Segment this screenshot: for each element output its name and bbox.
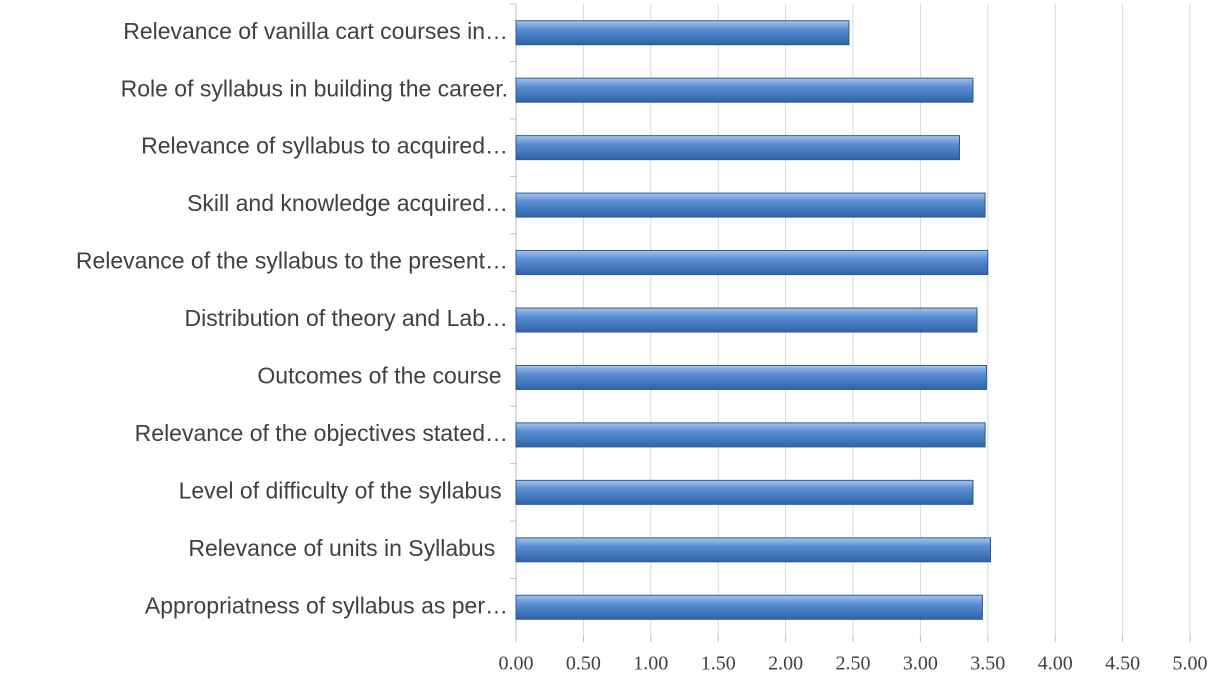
x-tick-label: 4.50 [1105,653,1140,675]
y-tick-label: Relevance of the objectives stated… [135,420,508,446]
bar [515,20,850,46]
bar [515,135,960,161]
x-tick-label: 1.00 [633,653,668,675]
y-tick-label: Relevance of units in Syllabus [188,535,508,561]
y-tick-label: Relevance of vanilla cart courses in… [123,18,508,44]
x-tick-label: 3.50 [970,653,1005,675]
y-tick-label: Relevance of the syllabus to the present… [76,248,508,274]
x-tick-label: 1.50 [701,653,736,675]
x-tick-label: 5.00 [1173,653,1208,675]
y-tick-label: Skill and knowledge acquired… [187,190,508,216]
x-tick-label: 4.00 [1038,653,1073,675]
y-tick-label: Distribution of theory and Lab… [185,305,508,331]
x-tick-label: 0.00 [499,653,534,675]
x-tick-label: 2.00 [768,653,803,675]
bar [515,364,987,390]
x-tick-label: 0.50 [566,653,601,675]
bar [515,537,991,563]
bar [515,422,986,448]
bar [515,77,974,103]
x-tick-label: 3.00 [903,653,938,675]
bar [515,479,974,505]
y-tick-label: Outcomes of the course [257,363,508,389]
bar [515,307,978,333]
bar [515,594,983,620]
x-tick-label: 2.50 [836,653,871,675]
bar [515,192,986,218]
bar [515,250,989,276]
y-tick-label: Relevance of syllabus to acquired… [141,133,508,159]
y-tick-label: Role of syllabus in building the career. [121,75,508,101]
y-tick-label: Level of difficulty of the syllabus [179,477,508,503]
y-tick-label: Appropriatness of syllabus as per… [145,592,508,618]
